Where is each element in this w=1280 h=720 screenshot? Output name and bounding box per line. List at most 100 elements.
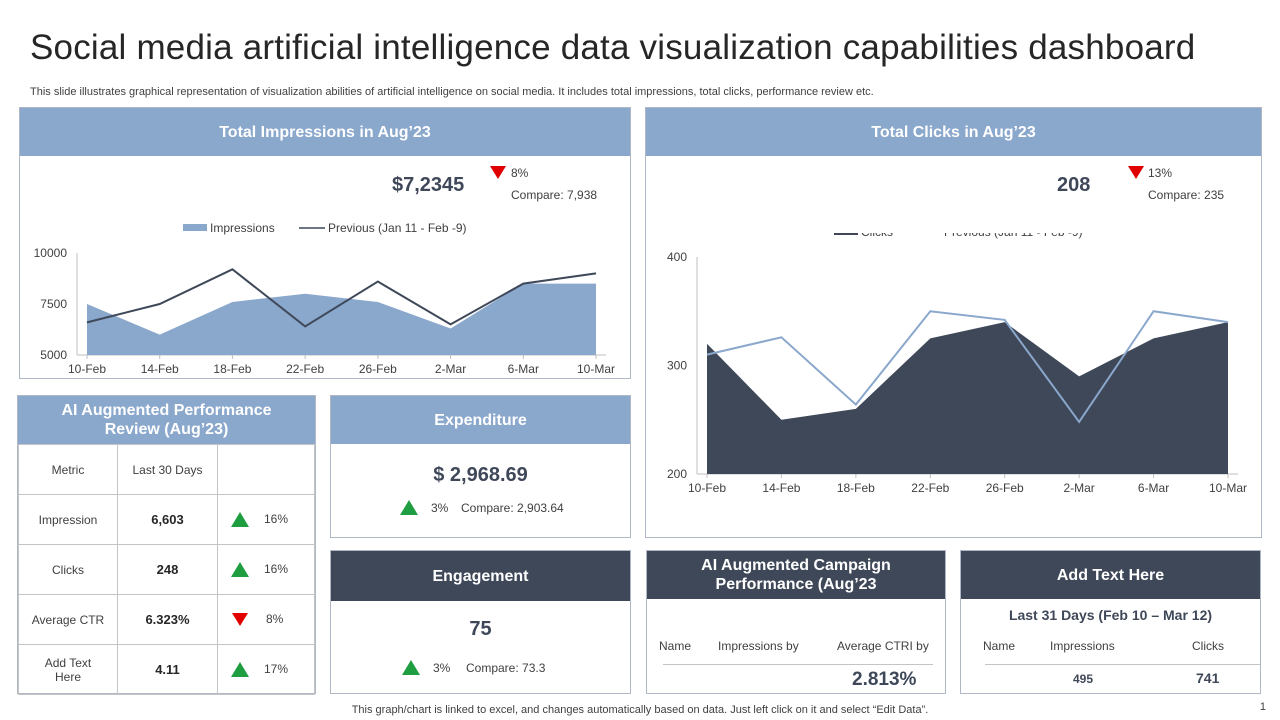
x-tick-label: 22-Feb (286, 362, 324, 376)
y-tick-label: 300 (667, 359, 687, 373)
metric-cell: Average CTR (18, 594, 118, 645)
page-title: Social media artificial intelligence dat… (30, 28, 1196, 67)
x-tick-label: 14-Feb (762, 481, 800, 495)
impressions-change: 8% (511, 166, 529, 180)
x-tick-label: 2-Mar (435, 362, 466, 376)
change-value: 8% (266, 612, 284, 626)
campaign-panel: AI Augmented Campaign Performance (Aug’2… (646, 550, 946, 694)
clicks-panel: Total Clicks in Aug’23 208 13% Compare: … (645, 107, 1262, 538)
up-arrow-icon (402, 660, 420, 675)
add-text-subheader: Last 31 Days (Feb 10 – Mar 12) (1008, 607, 1213, 623)
add-text-panel: Add Text Here Last 31 Days (Feb 10 – Mar… (960, 550, 1261, 694)
y-tick-label: 200 (667, 467, 687, 481)
change-cell: 8% (217, 594, 315, 645)
table-row: Average CTR 6.323% 8% (18, 594, 315, 645)
line-series (86, 268, 597, 328)
expenditure-compare: Compare: 2,903.64 (461, 501, 564, 515)
value-cell: 4.11 (117, 644, 218, 695)
down-arrow-icon (490, 166, 506, 179)
add-text-header: Add Text Here (961, 551, 1260, 599)
clicks-value: 741 (1196, 670, 1220, 686)
down-arrow-icon (1128, 166, 1144, 179)
line-series (706, 310, 1229, 424)
clicks-compare: Compare: 235 (1148, 188, 1225, 202)
column-header: Impressions by (718, 639, 799, 653)
impressions-header: Total Impressions in Aug’23 (20, 108, 630, 156)
legend-label: Clicks (861, 233, 893, 239)
change-cell: 17% (217, 644, 315, 695)
campaign-ctr-value: 2.813% (852, 669, 917, 690)
up-arrow-icon (231, 662, 249, 677)
x-tick-label: 10-Feb (688, 481, 726, 495)
campaign-header: AI Augmented Campaign Performance (Aug’2… (647, 551, 945, 599)
down-arrow-icon (232, 613, 248, 626)
table-row: Clicks 248 16% (18, 544, 315, 595)
up-arrow-icon (231, 562, 249, 577)
table-row: Add Text Here 4.11 17% (18, 644, 315, 695)
y-tick-label: 7500 (40, 297, 67, 311)
footer-note: This graph/chart is linked to excel, and… (351, 704, 929, 716)
performance-review-header: AI Augmented Performance Review (Aug’23) (18, 396, 315, 444)
column-header: Name (983, 639, 1016, 653)
x-tick-label: 26-Feb (986, 481, 1024, 495)
expenditure-panel: Expenditure $ 2,968.69 3% Compare: 2,903… (330, 395, 631, 538)
x-tick-label: 18-Feb (213, 362, 251, 376)
impressions-compare: Compare: 7,938 (511, 188, 598, 202)
x-tick-label: 2-Mar (1063, 481, 1094, 495)
performance-review-panel: AI Augmented Performance Review (Aug’23)… (17, 395, 316, 695)
legend-swatch (183, 224, 207, 231)
area-series (87, 283, 596, 355)
engagement-value: 75 (469, 618, 492, 640)
x-tick-label: 26-Feb (359, 362, 397, 376)
legend-swatch (834, 233, 858, 235)
y-tick-label: 400 (667, 250, 687, 264)
engagement-compare: Compare: 73.3 (466, 661, 546, 675)
x-tick-label: 6-Mar (1138, 481, 1169, 495)
expenditure-header: Expenditure (331, 396, 630, 444)
value-cell: 248 (117, 544, 218, 595)
performance-table: Metric Last 30 Days Impression 6,603 16%… (18, 444, 315, 695)
column-header: Average CTRI by (837, 639, 929, 653)
impressions-value: 495 (1073, 672, 1094, 686)
page-number: 1 (1259, 701, 1266, 713)
legend-label: Previous (Jan 11 - Feb -9) (328, 221, 467, 235)
change-cell: 16% (217, 544, 315, 595)
clicks-chart: Clicks Previous (Jan 11 - Feb -9) 400 300 20… (667, 233, 1247, 495)
metric-cell: Add Text Here (18, 644, 118, 695)
column-header: Name (659, 639, 692, 653)
legend-label: Impressions (210, 221, 275, 235)
expenditure-value: $ 2,968.69 (433, 464, 528, 486)
column-header (217, 444, 315, 495)
column-header: Impressions (1050, 639, 1115, 653)
column-header: Clicks (1192, 639, 1224, 653)
engagement-panel: Engagement 75 3% Compare: 73.3 (330, 550, 631, 694)
x-tick-label: 6-Mar (508, 362, 539, 376)
x-tick-label: 10-Feb (68, 362, 106, 376)
up-arrow-icon (231, 512, 249, 527)
clicks-change: 13% (1148, 166, 1173, 180)
y-tick-label: 5000 (40, 348, 67, 362)
metric-cell: Impression (18, 494, 118, 545)
engagement-change: 3% (433, 661, 451, 675)
column-header: Metric (18, 444, 118, 495)
metric-cell: Clicks (18, 544, 118, 595)
y-tick-label: 10000 (34, 246, 68, 260)
divider (663, 664, 933, 665)
change-value: 17% (264, 662, 289, 676)
clicks-value: 208 (1057, 174, 1091, 196)
impressions-chart: Impressions Previous (Jan 11 - Feb -9) 100… (34, 221, 615, 376)
area-series (707, 322, 1228, 474)
change-value: 16% (264, 512, 289, 526)
engagement-header: Engagement (331, 551, 630, 601)
x-tick-label: 10-Mar (1209, 481, 1247, 495)
page-subtitle: This slide illustrates graphical represe… (30, 86, 874, 98)
divider (985, 664, 1260, 665)
expenditure-change: 3% (431, 501, 449, 515)
column-header: Last 30 Days (117, 444, 218, 495)
table-header-row: Metric Last 30 Days (18, 444, 315, 495)
value-cell: 6.323% (117, 594, 218, 645)
x-tick-label: 22-Feb (911, 481, 949, 495)
table-row: Impression 6,603 16% (18, 494, 315, 545)
impressions-value: $7,2345 (392, 174, 465, 196)
x-tick-label: 18-Feb (837, 481, 875, 495)
